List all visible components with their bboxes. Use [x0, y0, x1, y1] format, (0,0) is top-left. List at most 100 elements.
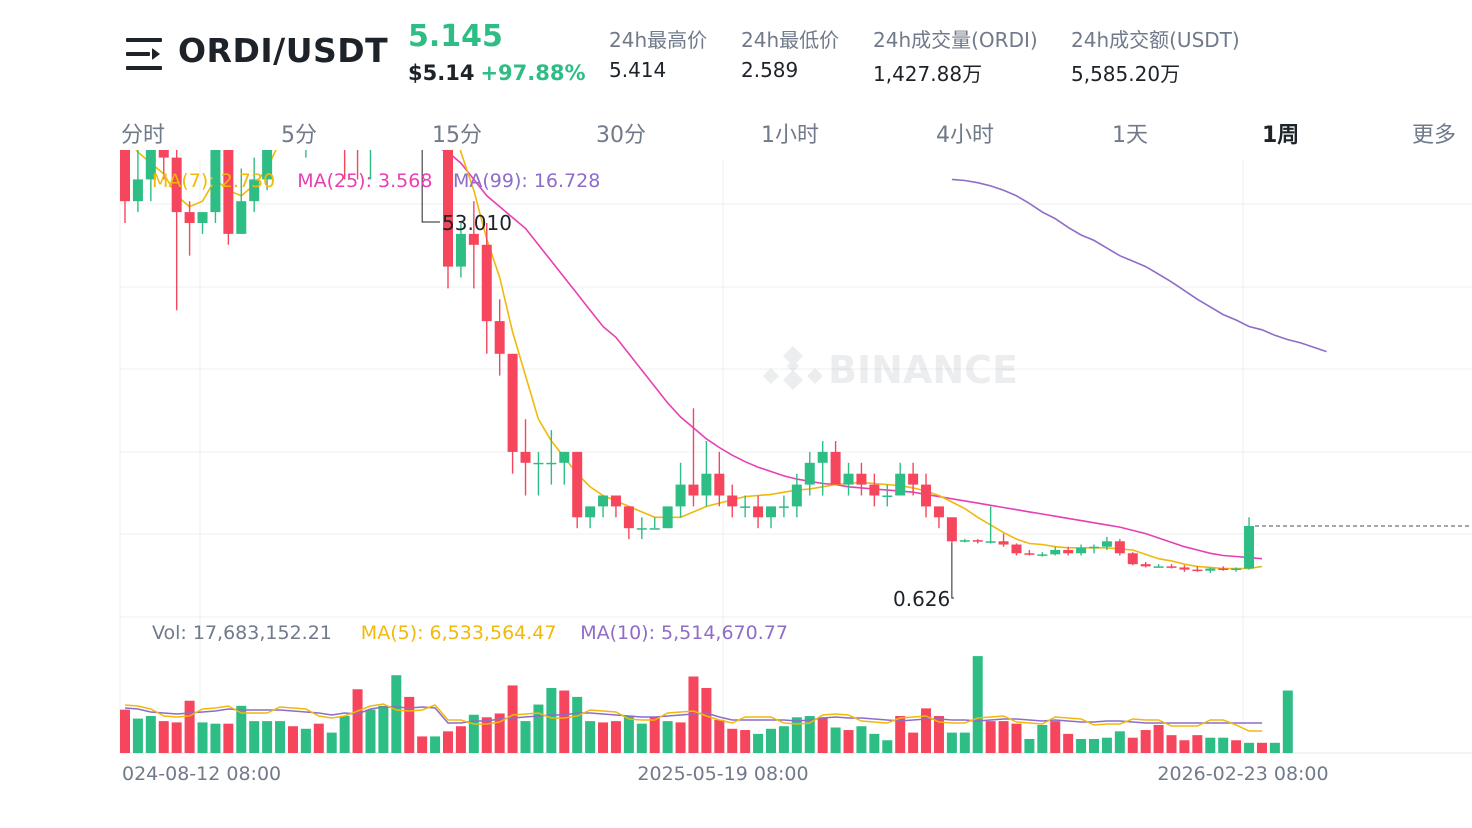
pair-title[interactable]: ORDI/USDT [178, 31, 389, 70]
candle-body-0 [120, 150, 130, 202]
candle-78 [1127, 552, 1138, 566]
volume-legend-2: MA(10): 5,514,670.77 [580, 622, 788, 644]
volume-bar-47 [727, 728, 738, 753]
candle-body-60 [895, 473, 906, 496]
volume-bar-87 [1244, 742, 1255, 753]
volume-bar-85 [1218, 737, 1229, 753]
volume-bar-86 [1231, 740, 1242, 753]
volume-bar-59 [882, 740, 893, 753]
candle-10 [249, 157, 260, 213]
candle-42 [662, 506, 673, 529]
volume-bar-77 [1114, 731, 1125, 753]
candle-2 [145, 150, 156, 202]
candle-73 [1063, 546, 1074, 556]
candle-body-79 [1140, 564, 1151, 567]
candle-9 [236, 168, 247, 234]
volume-bar-83 [1192, 735, 1203, 753]
volume-bar-10 [249, 721, 260, 753]
tab-6[interactable]: 1天 [1112, 123, 1148, 148]
candle-body-35 [572, 451, 583, 518]
volume-legend-1: MA(5): 6,533,564.47 [361, 622, 557, 644]
candle-body-83 [1192, 569, 1203, 572]
candle-body-31 [520, 451, 531, 463]
candle-body-46 [714, 473, 725, 496]
candle-body-32 [533, 462, 544, 465]
candle-53 [804, 451, 815, 496]
candle-body-84 [1205, 568, 1216, 571]
tab-1[interactable]: 5分 [281, 123, 317, 148]
tab-3[interactable]: 30分 [596, 123, 646, 148]
volume-bar-29 [494, 713, 505, 753]
candle-body-40 [636, 528, 647, 530]
tab-0[interactable]: 分时 [121, 123, 166, 148]
volume-bar-8 [223, 723, 234, 753]
candle-body-85 [1218, 568, 1229, 571]
volume-bar-51 [778, 726, 789, 753]
candle-body-59 [882, 495, 893, 497]
candle-body-86 [1231, 568, 1242, 571]
volume-bar-50 [766, 728, 776, 753]
candle-34 [559, 451, 570, 485]
stat-low-label: 24h最低价 [741, 28, 840, 52]
usd-price: $5.14 [408, 61, 475, 85]
volume-bar-6 [197, 722, 208, 753]
volume-bar-9 [236, 705, 247, 753]
candle-body-57 [856, 473, 867, 485]
candle-82 [1179, 565, 1190, 572]
candle-39 [623, 506, 634, 540]
candle-71 [1037, 552, 1048, 557]
candle-27 [468, 201, 479, 289]
candle-body-69 [1011, 544, 1022, 554]
high-marker-line [421, 150, 440, 223]
volume-bar-22 [404, 696, 415, 753]
candle-body-55 [830, 451, 841, 485]
candle-body-30 [507, 353, 518, 452]
candle-body-37 [598, 495, 609, 507]
candle-3 [158, 150, 169, 180]
candle-0 [120, 150, 130, 223]
candle-body-48 [740, 506, 751, 508]
candle-26 [455, 223, 466, 278]
candle-46 [714, 451, 725, 507]
tab-4[interactable]: 1小时 [761, 123, 819, 148]
candle-body-53 [804, 462, 815, 485]
candle-17 [343, 150, 346, 180]
tab-5[interactable]: 4小时 [936, 123, 994, 148]
x-tick-label-0: 024-08-12 08:00 [122, 763, 281, 785]
candle-40 [636, 517, 647, 540]
candle-45 [701, 441, 712, 507]
menu-icon[interactable] [126, 38, 162, 70]
candle-7 [210, 150, 221, 223]
volume-bar-2 [145, 716, 156, 753]
candle-6 [197, 212, 208, 234]
candle-38 [610, 495, 621, 518]
volume-bar-73 [1063, 733, 1074, 753]
candle-86 [1231, 567, 1242, 572]
tab-8[interactable]: 更多 [1412, 123, 1457, 148]
candle-31 [520, 419, 531, 496]
candlestick-chart[interactable]: BINANCE 53.010 0.626 MA(7): 2.730 MA(25): 3.… [0, 150, 1472, 820]
tab-7[interactable]: 1周 [1262, 123, 1300, 148]
candle-51 [778, 495, 789, 518]
candle-48 [740, 495, 751, 518]
candle-64 [946, 517, 957, 544]
candle-body-50 [766, 506, 776, 518]
usd-price-row: $5.14 +97.88% [408, 61, 586, 85]
volume-bar-75 [1089, 738, 1099, 753]
volume-bar-35 [572, 696, 583, 753]
volume-bar-82 [1179, 740, 1190, 753]
volume-bar-55 [830, 727, 841, 753]
stat-volume-value: 1,427.88万 [873, 62, 983, 86]
last-price: 5.145 [408, 19, 503, 54]
volume-ma5-line [124, 703, 1262, 732]
tab-2[interactable]: 15分 [432, 123, 482, 148]
volume-bar-15 [313, 723, 324, 753]
candle-body-52 [791, 484, 802, 507]
candle-28 [481, 223, 492, 354]
candle-49 [753, 495, 764, 529]
volume-bar-57 [856, 726, 867, 753]
volume-bar-78 [1127, 737, 1138, 753]
volume-bar-28 [481, 717, 492, 753]
volume-bar-18 [352, 689, 363, 753]
candle-44 [688, 408, 699, 507]
